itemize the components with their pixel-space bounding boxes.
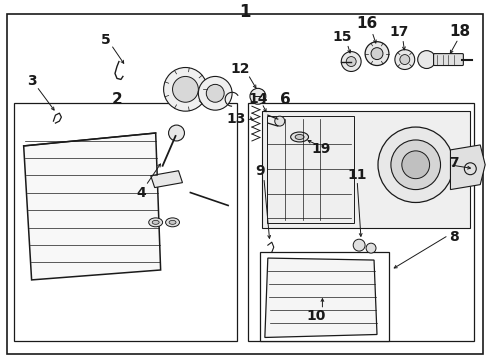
Circle shape (275, 116, 285, 126)
Text: 1: 1 (239, 3, 251, 21)
Ellipse shape (169, 220, 176, 224)
Text: 4: 4 (136, 185, 146, 199)
Bar (267, 116, 354, 223)
Text: 17: 17 (389, 25, 409, 39)
Circle shape (391, 140, 441, 190)
Bar (262, 111, 470, 228)
Ellipse shape (152, 220, 159, 224)
Text: 11: 11 (347, 168, 367, 182)
Circle shape (395, 50, 415, 69)
Bar (260, 252, 389, 341)
Text: 19: 19 (312, 142, 331, 156)
Circle shape (353, 239, 365, 251)
Circle shape (366, 243, 376, 253)
Text: 6: 6 (280, 92, 291, 107)
Text: 13: 13 (226, 112, 246, 126)
Circle shape (365, 42, 389, 66)
Circle shape (341, 51, 361, 72)
Text: 16: 16 (356, 16, 378, 31)
Circle shape (198, 76, 232, 110)
Text: 9: 9 (255, 164, 265, 178)
Circle shape (169, 125, 184, 141)
Circle shape (164, 68, 207, 111)
Polygon shape (265, 258, 377, 337)
Text: 2: 2 (112, 92, 122, 107)
Ellipse shape (166, 218, 179, 227)
Circle shape (417, 51, 436, 68)
Polygon shape (24, 133, 161, 280)
Bar (248, 103, 474, 341)
Text: 14: 14 (248, 92, 268, 106)
Circle shape (371, 48, 383, 59)
Ellipse shape (149, 218, 163, 227)
Bar (14, 103, 237, 341)
Circle shape (400, 55, 410, 64)
Text: 8: 8 (449, 230, 459, 244)
Ellipse shape (295, 135, 304, 139)
Circle shape (172, 76, 198, 102)
Circle shape (402, 151, 430, 179)
FancyBboxPatch shape (434, 54, 464, 66)
Text: 3: 3 (27, 75, 36, 89)
Circle shape (378, 127, 453, 202)
Circle shape (250, 88, 266, 104)
Circle shape (206, 84, 224, 102)
Text: 15: 15 (333, 30, 352, 44)
Text: 7: 7 (450, 156, 459, 170)
Circle shape (465, 163, 476, 175)
Circle shape (346, 57, 356, 67)
Text: 18: 18 (449, 24, 470, 39)
Ellipse shape (291, 132, 309, 142)
Polygon shape (450, 145, 485, 190)
Polygon shape (151, 171, 182, 188)
Text: 10: 10 (307, 309, 326, 323)
Text: 5: 5 (101, 33, 111, 47)
Text: 12: 12 (230, 63, 250, 76)
